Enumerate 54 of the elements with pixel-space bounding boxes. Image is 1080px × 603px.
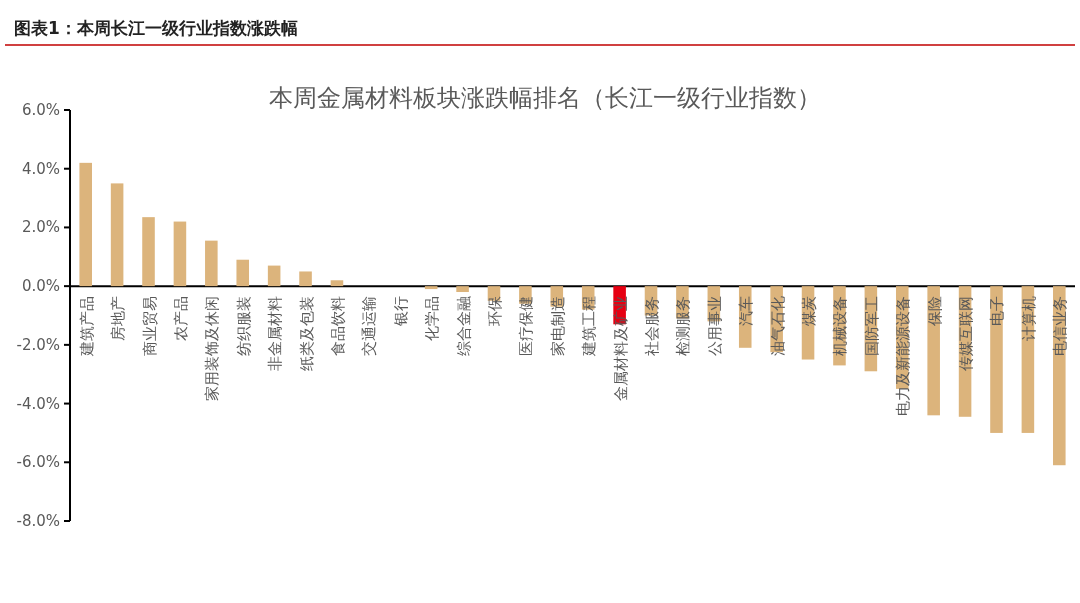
x-tick-label: 医疗保健 — [517, 296, 536, 357]
y-tick-label: 4.0% — [21, 159, 60, 178]
x-tick-label: 公用事业 — [705, 296, 724, 357]
bar — [424, 286, 438, 290]
x-tick-label: 国防军工 — [862, 296, 881, 357]
x-tick-label: 建筑工程 — [580, 296, 599, 358]
chart-title: 图表1：本周长江一级行业指数涨跌幅 — [14, 18, 298, 38]
x-tick-label: 纺织服装 — [234, 296, 253, 357]
x-tick-label: 油气石化 — [768, 296, 787, 357]
bar — [173, 221, 187, 287]
x-tick-label: 金属材料及矿业 — [611, 296, 630, 402]
x-tick-label: 建筑产品 — [77, 296, 96, 358]
x-tick-label: 汽车 — [737, 296, 756, 327]
bar — [110, 183, 124, 287]
bar — [205, 240, 218, 287]
bar — [330, 280, 344, 287]
bar — [236, 259, 250, 287]
y-tick-label: 2.0% — [21, 218, 60, 237]
x-tick-label: 家用装饰及休闲 — [203, 296, 222, 402]
y-tick-label: 6.0% — [21, 101, 60, 119]
x-tick-label: 综合金融 — [454, 296, 473, 357]
x-tick-label: 房地产 — [109, 296, 128, 342]
x-tick-label: 传媒互联网 — [957, 296, 976, 372]
x-tick-label: 家电制造 — [548, 296, 567, 357]
y-tick-label: -6.0% — [16, 453, 60, 472]
bar — [456, 286, 469, 293]
x-tick-label: 计算机 — [1019, 296, 1038, 342]
bar — [142, 217, 155, 287]
x-tick-label: 煤炭 — [800, 296, 819, 327]
x-tick-label: 银行 — [391, 296, 410, 328]
x-tick-label: 农产品 — [171, 296, 190, 342]
x-tick-label: 非金属材料 — [266, 296, 285, 372]
x-tick-label: 检测服务 — [674, 296, 693, 357]
x-tick-label: 食品饮料 — [328, 296, 347, 357]
x-tick-label: 商业贸易 — [140, 296, 159, 357]
x-tick-label: 保险 — [925, 296, 944, 327]
x-tick-label: 电子 — [988, 296, 1007, 327]
x-tick-label: 电力及新能源设备 — [894, 296, 913, 417]
bar — [990, 286, 1003, 433]
y-tick-label: -8.0% — [16, 512, 60, 530]
x-tick-label: 机械设备 — [831, 296, 850, 357]
x-tick-label: 环保 — [485, 296, 504, 327]
x-tick-label: 社会服务 — [643, 296, 662, 357]
x-tick-label: 电信业务 — [1051, 296, 1070, 357]
x-tick-label: 纸类及包装 — [297, 296, 316, 372]
bar — [79, 162, 92, 287]
y-tick-label: 0.0% — [21, 277, 60, 296]
x-tick-label: 化学品 — [423, 296, 442, 342]
x-tick-label: 交通运输 — [360, 296, 379, 357]
bar — [299, 271, 312, 287]
bar — [267, 265, 281, 287]
chart-subtitle: 本周金属材料板块涨跌幅排名（长江一级行业指数） — [269, 84, 821, 112]
y-tick-label: -4.0% — [16, 394, 60, 413]
y-tick-label: -2.0% — [16, 335, 60, 354]
